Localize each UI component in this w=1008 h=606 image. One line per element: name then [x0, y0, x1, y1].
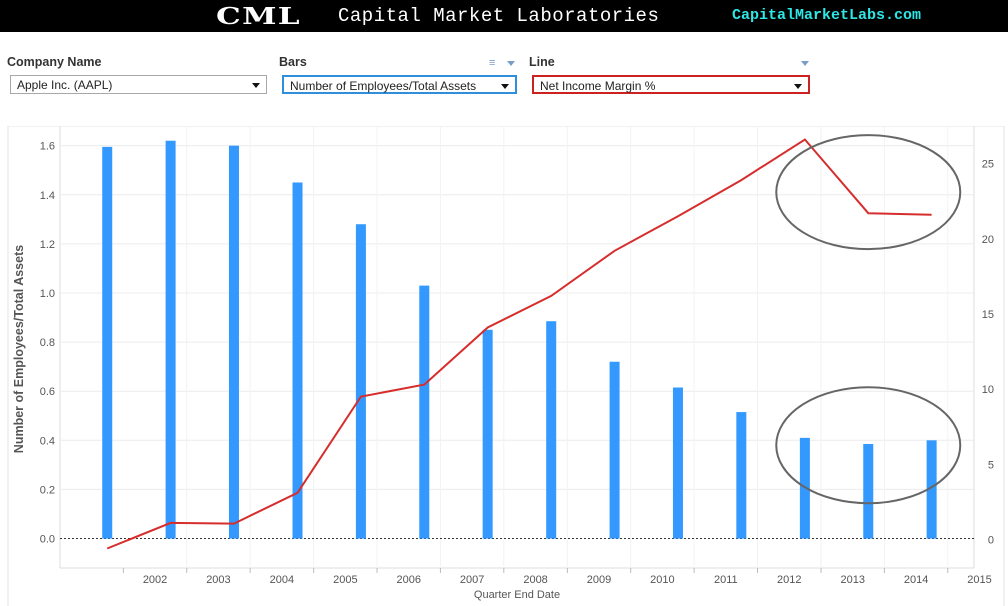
bar [672, 387, 683, 539]
line-series [106, 138, 932, 550]
x-tick-label: 2015 [967, 574, 991, 586]
y-tick-label: 0.2 [40, 484, 55, 496]
line-value: Net Income Margin % [540, 79, 656, 93]
annotations [775, 134, 962, 505]
x-axis-title: Quarter End Date [474, 589, 560, 601]
annotation-ellipse-line [775, 134, 962, 251]
x-tick-label: 2007 [460, 574, 484, 586]
net-income-margin-line [106, 138, 932, 550]
bars-value: Number of Employees/Total Assets [290, 79, 477, 93]
x-tick-label: 2003 [206, 574, 230, 586]
bar-series [102, 140, 937, 539]
bar [863, 443, 874, 539]
bar [482, 329, 493, 539]
bar [165, 140, 176, 539]
y2-tick-label: 0 [988, 534, 994, 546]
x-tick-label: 2006 [396, 574, 420, 586]
list-menu-icon[interactable]: ≡ [489, 57, 496, 69]
bar [419, 285, 430, 539]
org-name: Capital Market Laboratories [338, 5, 660, 27]
line-dropdown[interactable]: Net Income Margin % [532, 75, 810, 94]
bars-label: Bars [279, 55, 307, 69]
x-tick-label: 2013 [840, 574, 864, 586]
line-menu-arrow-icon[interactable] [801, 61, 809, 66]
company-name-value: Apple Inc. (AAPL) [17, 78, 113, 92]
bar [736, 412, 747, 539]
bar [546, 321, 557, 539]
x-tick-label: 2004 [270, 574, 294, 586]
dropdown-arrow-icon [501, 84, 509, 89]
dropdown-arrow-icon [794, 84, 802, 89]
bar [102, 146, 113, 539]
y2-tick-label: 5 [988, 459, 994, 471]
y-tick-label: 0.0 [40, 534, 55, 546]
y-tick-label: 1.0 [40, 288, 55, 300]
dropdown-arrow-icon [252, 83, 260, 88]
x-tick-label: 2010 [650, 574, 674, 586]
company-name-dropdown[interactable]: Apple Inc. (AAPL) [10, 75, 267, 94]
bar [355, 224, 366, 539]
y-tick-label: 1.4 [40, 190, 55, 202]
x-tick-label: 2008 [523, 574, 547, 586]
y-tick-label: 0.8 [40, 337, 55, 349]
y-tick-label: 0.6 [40, 386, 55, 398]
x-tick-label: 2011 [714, 574, 738, 586]
company-name-label: Company Name [7, 55, 102, 69]
x-tick-label: 2009 [587, 574, 611, 586]
annotation-ellipse-bars [775, 386, 962, 505]
bar [228, 145, 239, 539]
header-banner: CML Capital Market Laboratories CapitalM… [0, 0, 1008, 32]
y2-tick-label: 25 [982, 159, 994, 171]
y-tick-label: 1.6 [40, 141, 55, 153]
y-axis-title: Number of Employees/Total Assets [12, 245, 26, 453]
x-tick-label: 2005 [333, 574, 357, 586]
line-label: Line [529, 55, 555, 69]
site-link[interactable]: CapitalMarketLabs.com [732, 7, 922, 24]
y2-tick-label: 20 [982, 234, 994, 246]
axes: 0.0 0.2 0.4 0.6 0.8 1.0 1.2 1.4 1.6 0 5 10 15 20 25 200… [12, 141, 994, 601]
y2-tick-label: 10 [982, 384, 994, 396]
bars-menu-arrow-icon[interactable] [507, 61, 515, 66]
x-tick-label: 2002 [143, 574, 167, 586]
gridlines [60, 126, 974, 568]
x-tick-label: 2012 [777, 574, 801, 586]
bars-dropdown[interactable]: Number of Employees/Total Assets [282, 75, 517, 94]
employees-vs-margin-chart: 0.0 0.2 0.4 0.6 0.8 1.0 1.2 1.4 1.6 0 5 10 15 20 25 200… [7, 126, 1005, 606]
y-tick-label: 1.2 [40, 239, 55, 251]
cml-logo: CML [216, 3, 301, 30]
bar [926, 440, 937, 539]
bar [292, 182, 303, 539]
x-tick-label: 2014 [904, 574, 928, 586]
bar [609, 361, 620, 539]
y2-tick-label: 15 [982, 309, 994, 321]
plot-frame [7, 126, 1005, 606]
y-tick-label: 0.4 [40, 435, 55, 447]
